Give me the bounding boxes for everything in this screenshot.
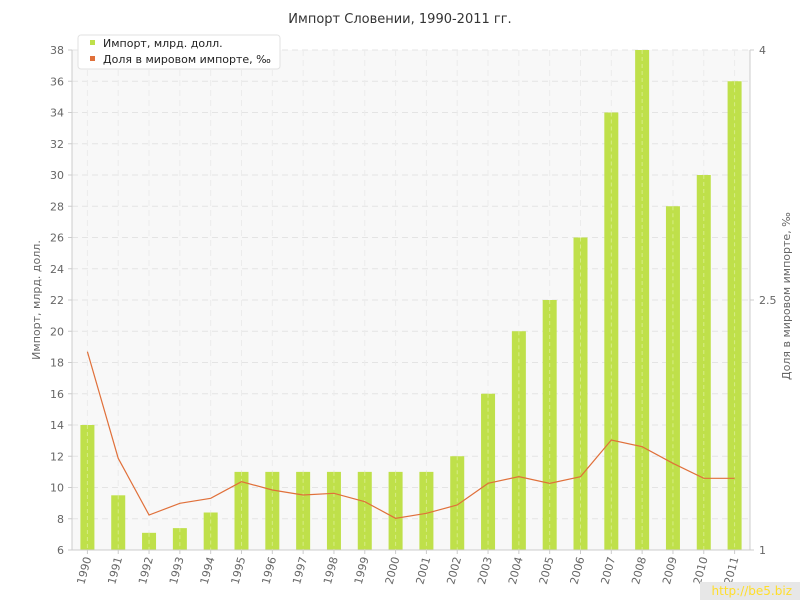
x-tick-label: 1993 [167,555,187,585]
y2-tick-label: 1 [759,544,766,557]
y2-axis-label: Доля в мировом импорте, ‰ [780,212,793,380]
bar [696,175,711,550]
y-tick-label: 8 [57,513,64,526]
y-tick-label: 22 [50,294,64,307]
y-tick-label: 16 [50,388,64,401]
bar [419,471,434,550]
y-tick-label: 32 [50,138,64,151]
x-tick-label: 1994 [198,555,218,585]
x-tick-label: 1998 [321,555,341,585]
bar [450,456,465,550]
bar [265,471,280,550]
legend: Импорт, млрд. долл. Доля в мировом импор… [77,34,281,70]
bar [635,50,650,550]
y-tick-label: 10 [50,482,64,495]
share-line [86,351,735,519]
y2-tick-label: 4 [759,44,766,57]
bar [511,331,526,550]
x-tick-label: 1996 [259,555,279,585]
x-tick-label: 2000 [383,555,403,585]
bar [234,471,249,550]
x-tick-label: 1995 [229,555,249,585]
bar [111,495,126,550]
bar-series [80,50,742,550]
y-tick-label: 34 [50,107,64,120]
legend-label-import: Импорт, млрд. долл. [103,37,223,50]
y-tick-label: 6 [57,544,64,557]
y-tick-label: 24 [50,263,64,276]
watermark-link[interactable]: http://be5.biz [699,582,800,600]
y-tick-label: 12 [50,450,64,463]
x-tick-label: 1999 [352,555,372,585]
y-tick-label: 14 [50,419,64,432]
y-axis-label: Импорт, млрд. долл. [30,240,43,360]
x-tick-label: 1992 [136,555,156,585]
y-tick-label: 26 [50,232,64,245]
bar [203,512,218,550]
bar [357,471,372,550]
x-axis-ticks: 1990 1991 1992 1993 1994 1995 1996 1997 1998 1999… [75,550,741,586]
y-tick-label: 38 [50,44,64,57]
x-tick-label: 2009 [660,555,680,585]
x-tick-label: 2008 [629,555,649,585]
x-tick-label: 2001 [414,555,434,585]
bar [388,471,403,550]
x-tick-label: 2007 [598,555,618,585]
x-tick-label: 1997 [290,555,310,585]
y-tick-label: 18 [50,357,64,370]
bar [296,471,311,550]
x-tick-label: 2006 [568,555,588,585]
bar [542,300,557,550]
legend-swatch-import [90,40,95,45]
y-tick-label: 20 [50,325,64,338]
x-tick-label: 2003 [475,555,495,585]
x-tick-label: 2005 [537,555,557,585]
x-tick-label: 1990 [75,555,95,585]
chart-title: Импорт Словении, 1990-2011 гг. [288,12,511,27]
x-tick-label: 2004 [506,555,526,585]
y2-tick-label: 2.5 [759,294,777,307]
y-axis-ticks: 6 8 10 12 14 16 18 20 22 24 26 28 30 32 34 36 38 [50,44,72,557]
y-tick-label: 28 [50,200,64,213]
legend-label-share: Доля в мировом импорте, ‰ [103,53,271,66]
bar [80,425,95,550]
y-tick-label: 30 [50,169,64,182]
legend-swatch-share [90,56,95,61]
y2-axis-ticks: 12.54 [750,44,777,557]
x-tick-label: 2002 [444,555,464,585]
legend-box [77,34,281,70]
y-tick-label: 36 [50,75,64,88]
bar [326,471,341,550]
x-tick-label: 1991 [105,555,125,585]
